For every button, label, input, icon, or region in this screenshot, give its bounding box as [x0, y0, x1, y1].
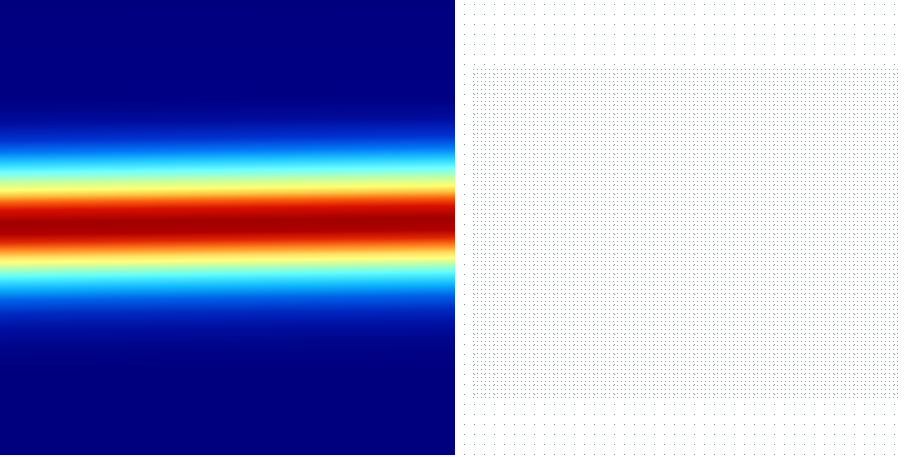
heatmap-panel	[0, 0, 455, 455]
dense-dots	[470, 68, 900, 398]
heatmap-band	[0, 0, 455, 455]
vector-field-panel	[460, 0, 904, 457]
